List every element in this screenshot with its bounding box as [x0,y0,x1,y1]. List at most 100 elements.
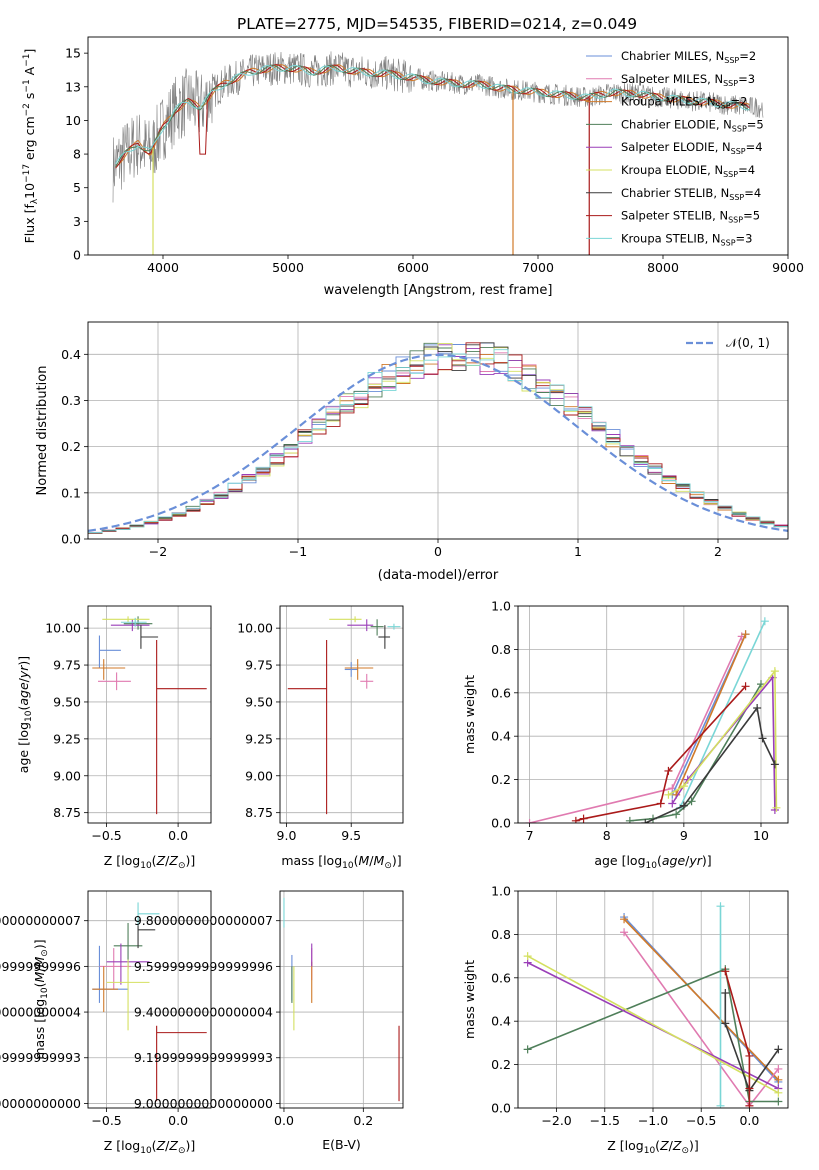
x-axis-label-part: age [log [594,853,645,868]
y-tick-label: 0.8 [491,927,511,942]
x-axis-label-part: 10 [342,861,354,871]
x-tick-label: 2 [714,544,722,559]
y-axis-label-part: M [32,956,47,967]
legend-label-main: Salpeter MILES, N [621,72,723,86]
y-tick-label: 8.75 [53,805,81,820]
y-axis-label-part: M [32,972,47,983]
x-tick-label: 7000 [522,260,554,275]
errorbar-point-chabrier_elodie [370,619,384,636]
x-tick-label: −1.5 [590,1113,620,1128]
legend-label: Chabrier ELODIE, NSSP=5 [621,117,764,133]
x-tick-label: 9.5 [341,828,361,843]
x-axis-label-part: yr [688,853,702,868]
y-tick-label: 9.5999999999999996 [134,959,273,974]
panel-weight_vs_age: 7 8 9 10 0.0 0.2 0.4 0.6 0.8 1.0 mass weight age [l… [462,599,789,871]
x-axis-label-part: ( [354,853,359,868]
y-tick-label: 0.4 [61,347,81,362]
x-axis-label-part: )] [185,1138,195,1153]
errorbar-point-chabrier_stelib [140,625,159,649]
y-axis-label: mass weight [462,960,477,1039]
y-tick-label: 9.50 [245,694,273,709]
weight-marker [774,1045,783,1054]
weight-marker [620,928,629,937]
y-axis-label-part: −17 [22,164,32,183]
weight-marker [664,766,673,775]
y-axis-label-part: A [22,66,37,79]
legend-label-sub: SSP [724,56,739,65]
x-axis-label: Z [log10(Z/Z⊙)] [104,1138,196,1156]
weight-marker [770,667,779,676]
errorbar-point-salpeter_miles [98,672,131,691]
y-tick-label: 0.2 [61,439,81,454]
legend-label-main: Kroupa ELODIE, N [621,163,723,177]
y-tick-label: 9.4000000000000004 [0,1005,81,1020]
y-axis-label: mass weight [462,675,477,754]
panel-residuals: −2 −1 0 1 2 0.0 0.1 0.2 0.3 0.4 𝒩(0, 1) (data-model… [35,321,789,583]
weight-line-chabrier_stelib [724,993,780,1093]
x-tick-label: 8000 [647,260,679,275]
weight-marker [774,1075,783,1084]
plot-area-spectrum [112,51,764,255]
legend-label-tail: =4 [738,163,755,177]
x-tick-label: −1.0 [638,1113,668,1128]
x-axis-label-part: age [662,853,686,868]
plot-area-weight_vs_Z [518,891,788,1108]
x-tick-label: 0.0 [168,828,188,843]
y-tick-label: 0.2 [491,772,511,787]
x-axis-label: E(B-V) [322,1137,361,1152]
x-axis-label-part: Z [168,853,178,868]
x-tick-label: 0.2 [353,1113,373,1128]
panel-age_vs_mass: 9.0 9.5 8.75 9.00 9.25 9.50 9.75 10.00 mass [log… [237,605,404,871]
weight-marker [770,760,779,769]
legend-label-sub: SSP [729,193,744,202]
legend-label-main: Chabrier MILES, N [621,49,724,63]
errorbar-point-salpeter_miles [360,673,374,689]
weight-marker [664,790,673,799]
x-tick-label: 0.0 [168,1113,188,1128]
y-tick-label: 9.0000000000000000 [134,1096,273,1111]
x-tick-label: −0.5 [91,1113,121,1128]
x-tick-label: 9 [680,828,688,843]
errorbar-point-salpeter_elodie [110,619,150,632]
y-tick-label: 5 [73,180,81,195]
errorbar-point-kroupa_miles [344,659,374,680]
axes-frame [87,605,212,824]
x-axis-label-part: ⊙ [384,861,392,871]
x-axis-label: Z [log10(Z/Z⊙)] [607,1138,699,1156]
y-axis-label-part: −1 [22,79,32,92]
x-tick-label: 9.0 [277,828,297,843]
legend-label-sub: SSP [716,102,731,111]
legend-label-tail: =4 [744,186,761,200]
y-tick-label: 15 [65,46,81,61]
y-axis-label: age [log10(age/yr)] [16,656,34,773]
legend-label: Chabrier STELIB, NSSP=4 [621,186,761,202]
y-tick-label: 0.0 [61,532,81,547]
weight-marker [745,1101,754,1108]
y-tick-label: 0.3 [61,393,81,408]
y-axis-label: Normed distribution [35,366,50,496]
errorbar-point-salpeter_elodie [347,619,374,632]
y-axis-label-part: ( [32,983,47,988]
errorbar-point-kroupa_elodie [102,616,150,623]
errorbar-point-kroupa_stelib [137,902,160,926]
legend-label-tail: =5 [747,117,764,131]
weight-marker [625,816,634,823]
weight-line-chabrier_elodie [629,683,762,822]
figure-title: PLATE=2775, MJD=54535, FIBERID=0214, z=0… [237,15,637,33]
x-axis-label-part: 10 [644,1146,656,1156]
x-axis-label-part: Z [log [104,853,140,868]
y-axis-label-part: age [16,682,31,706]
model-spectrum-line [115,64,750,165]
weight-marker [774,1088,783,1097]
legend-label-tail: =3 [736,231,753,245]
x-axis-label-part: / [165,853,170,868]
errorbar-point-kroupa_miles [92,659,126,680]
x-axis-label: Z [log10(Z/Z⊙)] [104,853,196,871]
legend-label-sub: SSP [723,79,738,88]
x-tick-label: 8 [603,828,611,843]
weight-marker [656,799,665,808]
y-tick-label: 10 [65,113,81,128]
axes-frame [87,321,789,540]
legend-label-sub: SSP [732,124,747,133]
